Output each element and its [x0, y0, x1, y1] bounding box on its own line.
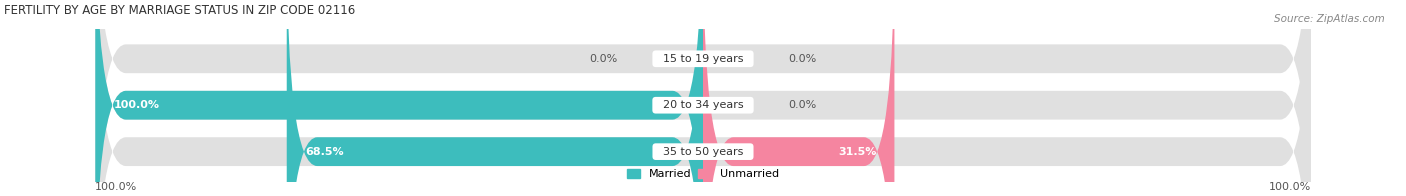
Legend: Married, Unmarried: Married, Unmarried — [621, 165, 785, 184]
Text: 31.5%: 31.5% — [838, 147, 876, 157]
FancyBboxPatch shape — [287, 0, 703, 196]
FancyBboxPatch shape — [96, 0, 1310, 196]
Text: 100.0%: 100.0% — [1268, 182, 1310, 192]
FancyBboxPatch shape — [96, 0, 703, 196]
FancyBboxPatch shape — [96, 0, 1310, 196]
Text: 35 to 50 years: 35 to 50 years — [655, 147, 751, 157]
FancyBboxPatch shape — [703, 0, 894, 196]
Text: 0.0%: 0.0% — [789, 54, 817, 64]
Text: 68.5%: 68.5% — [305, 147, 343, 157]
Text: 100.0%: 100.0% — [96, 182, 138, 192]
Text: Source: ZipAtlas.com: Source: ZipAtlas.com — [1274, 14, 1385, 24]
Text: FERTILITY BY AGE BY MARRIAGE STATUS IN ZIP CODE 02116: FERTILITY BY AGE BY MARRIAGE STATUS IN Z… — [4, 4, 356, 17]
Text: 15 to 19 years: 15 to 19 years — [655, 54, 751, 64]
Text: 0.0%: 0.0% — [589, 54, 617, 64]
Text: 100.0%: 100.0% — [114, 100, 159, 110]
FancyBboxPatch shape — [96, 0, 1310, 196]
Text: 20 to 34 years: 20 to 34 years — [655, 100, 751, 110]
Text: 0.0%: 0.0% — [789, 100, 817, 110]
